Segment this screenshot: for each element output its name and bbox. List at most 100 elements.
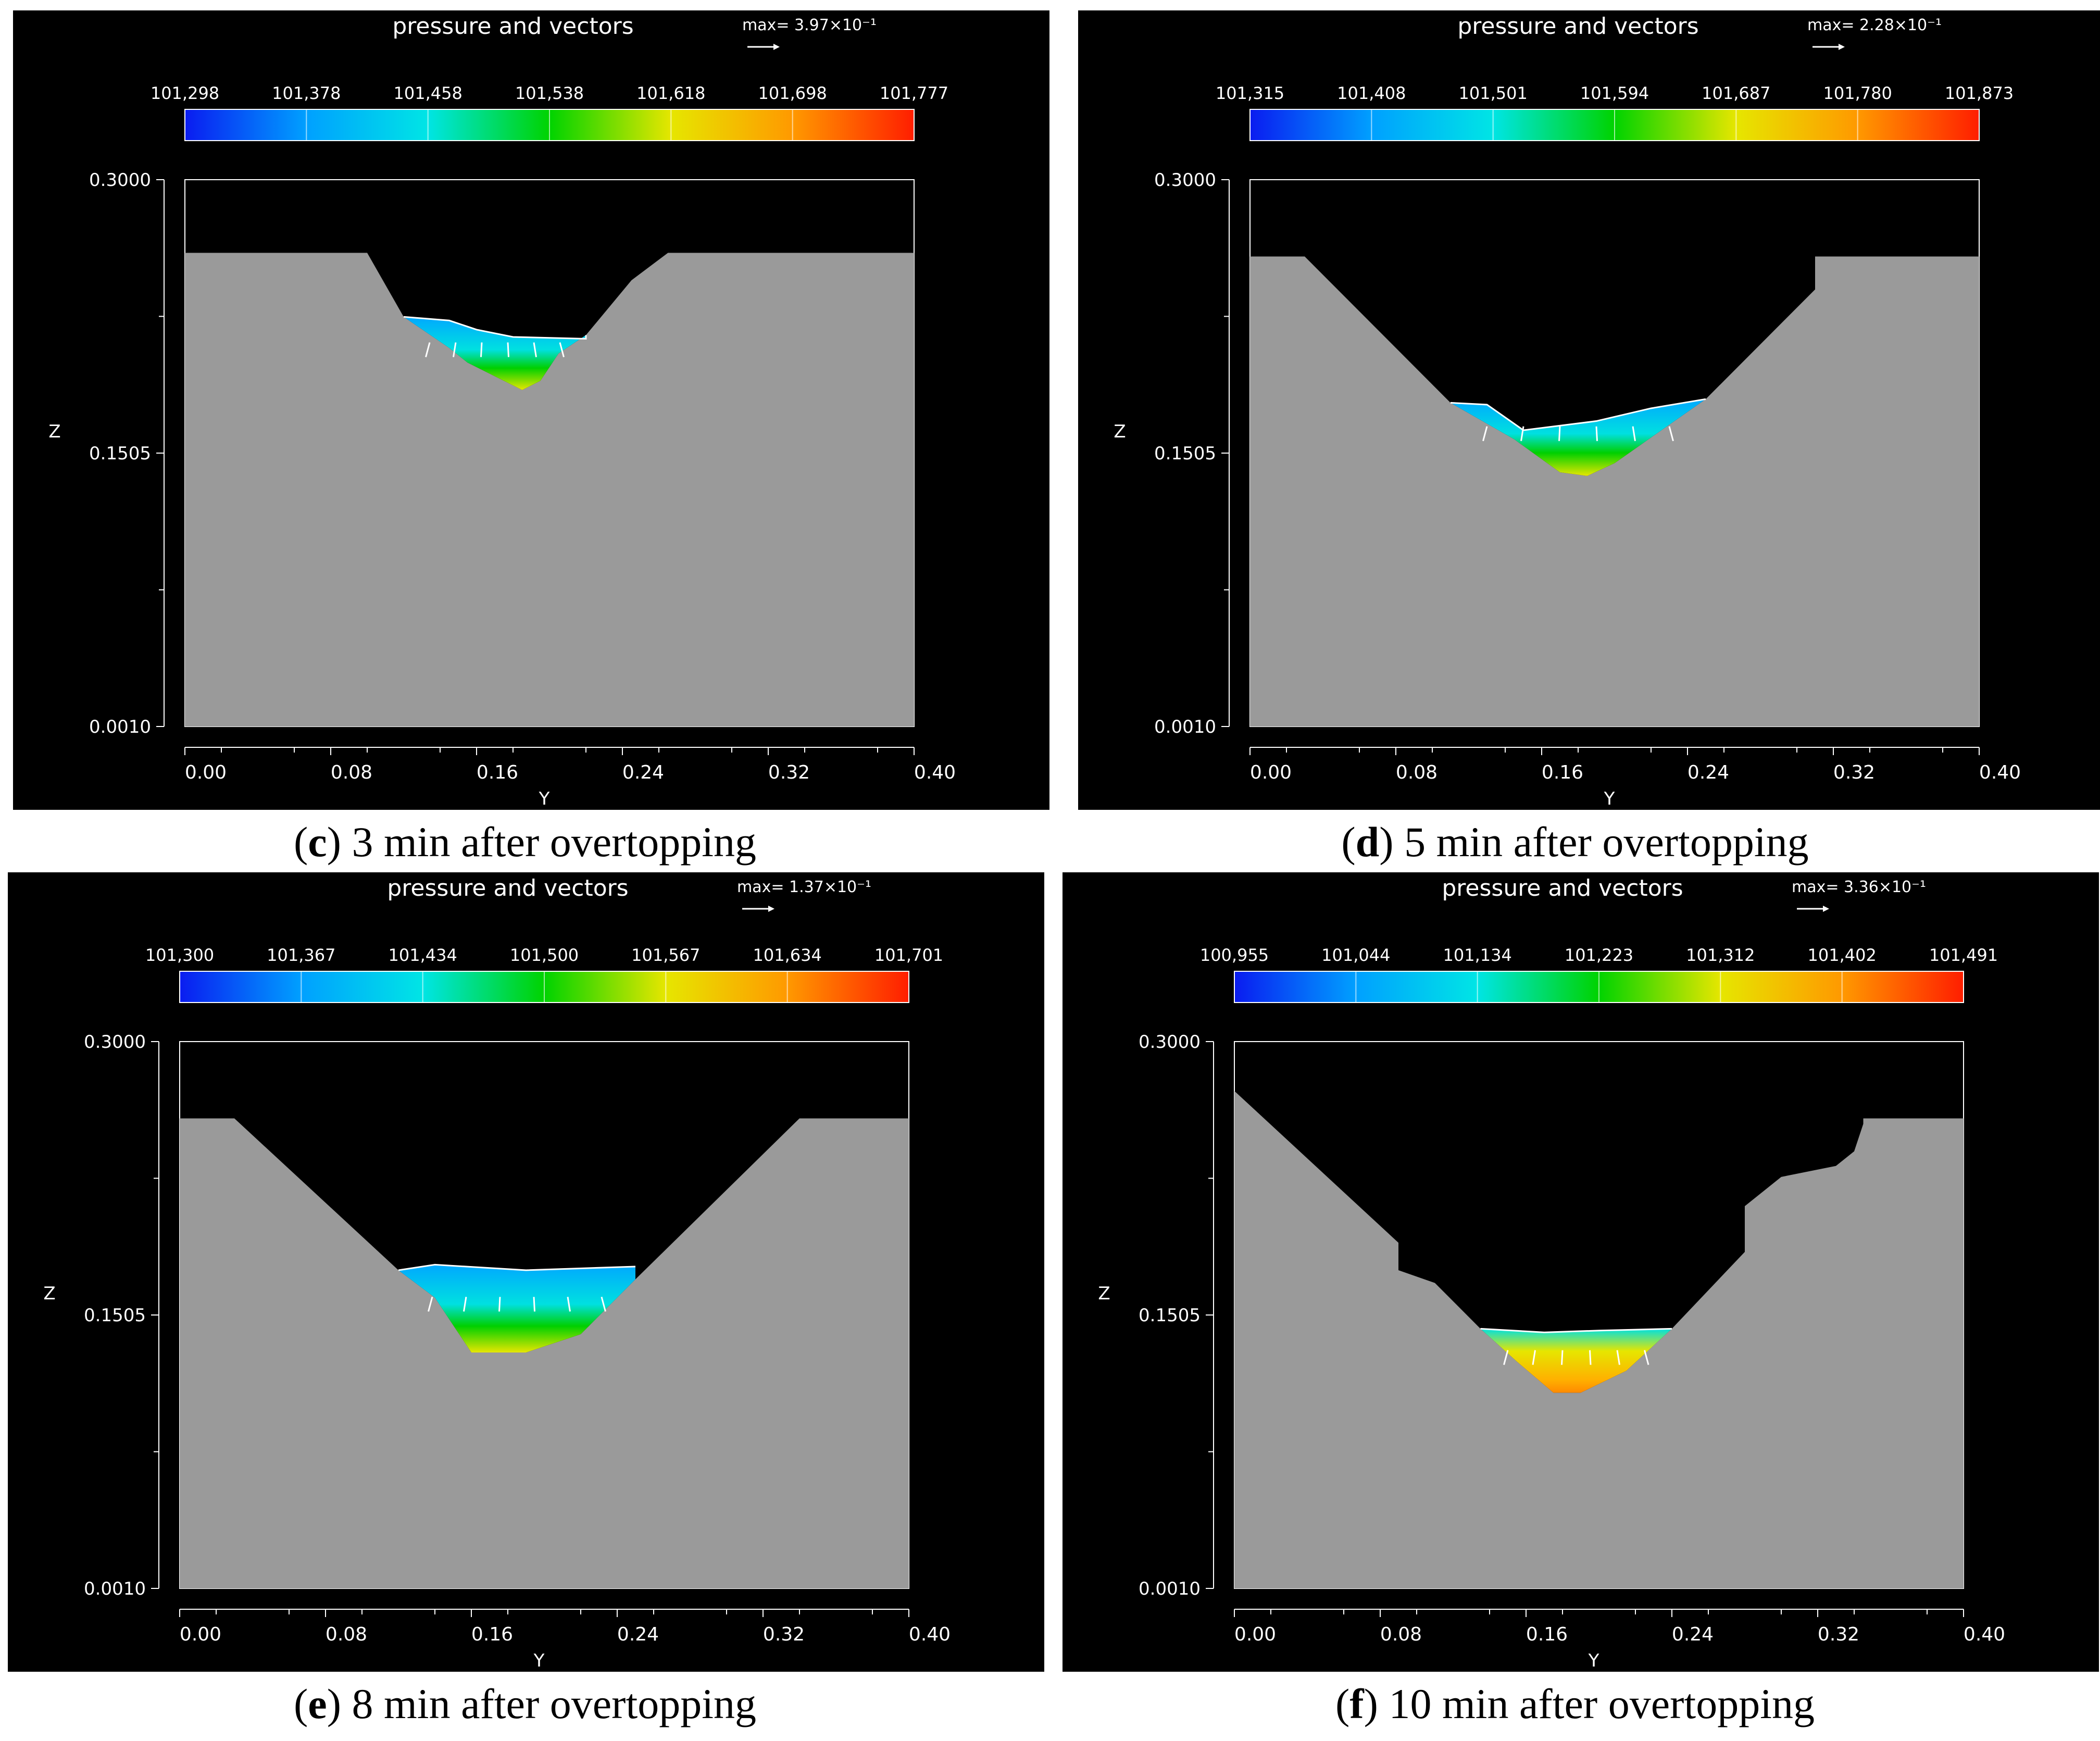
x-tick-label: 0.08 <box>331 762 372 783</box>
dam-section <box>180 1118 909 1588</box>
x-tick-label: 0.08 <box>1396 762 1438 783</box>
y-tick-label: 0.1505 <box>89 443 151 464</box>
water-surface <box>1450 398 1706 431</box>
colorbar-tick-label: 101,501 <box>1459 83 1528 103</box>
colorbar-tick-label: 101,402 <box>1808 945 1877 965</box>
water-surface <box>403 316 587 340</box>
velocity-vector <box>453 342 457 357</box>
x-tick-label: 0.00 <box>180 1624 221 1645</box>
x-tick-label: 0.08 <box>326 1624 367 1645</box>
panel-c: pressure and vectors max= 3.97×10⁻¹ 101,29… <box>13 10 1049 810</box>
water-body <box>1451 399 1706 476</box>
x-tick-label: 0.16 <box>471 1624 513 1645</box>
velocity-vector <box>1632 426 1636 442</box>
y-tick-label: 0.3000 <box>1154 170 1216 191</box>
y-tick-label: 0.3000 <box>84 1032 146 1053</box>
panel-f: pressure and vectors max= 3.36×10⁻¹ 100,95… <box>1062 872 2099 1672</box>
vector-max-label: max= 2.28×10⁻¹ <box>1807 16 1942 34</box>
colorbar-tick-label: 101,777 <box>880 83 948 103</box>
caption-text: 3 min after overtopping <box>341 818 757 866</box>
water-body <box>1480 1329 1672 1393</box>
x-tick-label: 0.24 <box>617 1624 659 1645</box>
velocity-vector <box>1668 426 1674 442</box>
velocity-vector <box>1520 426 1524 442</box>
colorbar-tick-label: 101,634 <box>753 945 822 965</box>
vector-scale-arrowhead <box>1839 44 1845 50</box>
caption-letter: c <box>308 818 327 866</box>
colorbar-tick-label: 101,408 <box>1337 83 1406 103</box>
x-tick-label: 0.16 <box>477 762 518 783</box>
chart-c: pressure and vectors max= 3.97×10⁻¹ 101,29… <box>48 13 956 809</box>
x-axis-label: Y <box>533 1650 545 1671</box>
vector-max-label: max= 3.97×10⁻¹ <box>742 16 877 34</box>
caption-letter: d <box>1355 818 1380 866</box>
x-tick-label: 0.32 <box>763 1624 805 1645</box>
colorbar-tick-label: 101,780 <box>1823 83 1892 103</box>
colorbar-tick-label: 101,500 <box>510 945 579 965</box>
colorbar-tick-label: 101,223 <box>1565 945 1633 965</box>
colorbar-tick-label: 101,538 <box>515 83 584 103</box>
vector-scale-arrowhead <box>1823 906 1829 912</box>
caption-e: (e) 8 min after overtopping <box>293 1680 757 1727</box>
caption-c: (c) 3 min after overtopping <box>293 818 757 866</box>
y-axis-label: Z <box>1098 1283 1110 1304</box>
water-surface <box>1480 1327 1672 1333</box>
y-tick-label: 0.0010 <box>1154 717 1216 737</box>
chart-title: pressure and vectors <box>387 875 628 901</box>
velocity-vector <box>567 1297 571 1312</box>
vector-scale-arrowhead <box>773 44 780 50</box>
x-tick-label: 0.16 <box>1542 762 1583 783</box>
velocity-vector <box>1589 1350 1592 1365</box>
x-axis-label: Y <box>1604 788 1615 809</box>
velocity-vector <box>533 342 537 357</box>
y-axis-label: Z <box>48 421 60 442</box>
caption-text: 10 min after overtopping <box>1378 1680 1815 1727</box>
velocity-vector <box>1482 426 1488 442</box>
colorbar-tick-label: 101,618 <box>636 83 705 103</box>
colorbar-tick-label: 101,378 <box>272 83 341 103</box>
dam-section <box>1234 1091 1964 1588</box>
colorbar-tick-label: 101,434 <box>389 945 457 965</box>
x-axis-label: Y <box>539 788 550 809</box>
chart-e: pressure and vectors max= 1.37×10⁻¹ 101,30… <box>43 875 951 1671</box>
x-tick-label: 0.00 <box>1234 1624 1276 1645</box>
colorbar-tick-label: 101,567 <box>631 945 700 965</box>
colorbar-tick-label: 101,044 <box>1321 945 1390 965</box>
velocity-vector <box>559 342 565 357</box>
x-tick-label: 0.40 <box>909 1624 951 1645</box>
colorbar-tick-label: 101,300 <box>145 945 214 965</box>
x-tick-label: 0.32 <box>1818 1624 1859 1645</box>
water-body <box>404 317 586 390</box>
water-body <box>398 1264 635 1352</box>
panel-d: pressure and vectors max= 2.28×10⁻¹ 101,31… <box>1078 10 2100 810</box>
colorbar-tick-label: 101,315 <box>1216 83 1284 103</box>
colorbar-tick-label: 101,134 <box>1443 945 1512 965</box>
velocity-vector <box>507 342 509 357</box>
y-tick-label: 0.0010 <box>1139 1579 1201 1599</box>
x-tick-label: 0.40 <box>1979 762 2021 783</box>
y-tick-label: 0.3000 <box>1139 1032 1201 1053</box>
velocity-vector <box>1644 1350 1649 1366</box>
caption-f: (f) 10 min after overtopping <box>1335 1680 1815 1727</box>
dam-section <box>185 253 914 727</box>
y-tick-label: 0.3000 <box>89 170 151 191</box>
velocity-vector <box>1595 426 1598 441</box>
colorbar-tick-label: 101,367 <box>267 945 335 965</box>
y-tick-label: 0.1505 <box>1139 1305 1201 1326</box>
velocity-vector <box>1558 426 1561 441</box>
vector-max-label: max= 1.37×10⁻¹ <box>737 878 871 896</box>
colorbar-tick-label: 101,701 <box>874 945 943 965</box>
colorbar-tick-label: 101,491 <box>1929 945 1998 965</box>
y-axis-label: Z <box>43 1283 55 1304</box>
x-tick-label: 0.40 <box>1964 1624 2005 1645</box>
chart-title: pressure and vectors <box>1457 13 1698 40</box>
chart-title: pressure and vectors <box>1442 875 1683 901</box>
velocity-vector <box>1503 1350 1509 1366</box>
velocity-vector <box>480 342 483 357</box>
x-tick-label: 0.00 <box>185 762 227 783</box>
colorbar-tick-label: 101,698 <box>758 83 827 103</box>
colorbar-tick-label: 101,594 <box>1580 83 1649 103</box>
y-tick-label: 0.0010 <box>89 717 151 737</box>
caption-letter: f <box>1349 1680 1364 1727</box>
x-tick-label: 0.32 <box>1833 762 1875 783</box>
